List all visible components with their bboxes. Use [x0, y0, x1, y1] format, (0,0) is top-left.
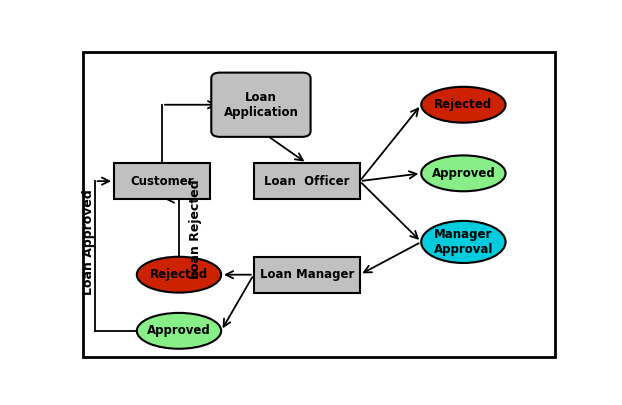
FancyBboxPatch shape	[211, 72, 310, 137]
Ellipse shape	[137, 257, 221, 293]
Text: Customer: Customer	[130, 175, 194, 188]
Text: Rejected: Rejected	[150, 268, 208, 281]
Ellipse shape	[421, 156, 506, 191]
FancyBboxPatch shape	[254, 163, 360, 199]
Text: Loan Rejected: Loan Rejected	[189, 180, 202, 279]
FancyBboxPatch shape	[254, 257, 360, 293]
FancyBboxPatch shape	[114, 163, 210, 199]
Ellipse shape	[421, 87, 506, 123]
Text: Rejected: Rejected	[434, 98, 493, 111]
Text: Loan  Officer: Loan Officer	[264, 175, 350, 188]
Text: Approved: Approved	[147, 324, 211, 337]
Ellipse shape	[137, 313, 221, 349]
Ellipse shape	[421, 221, 506, 263]
Text: Loan Manager: Loan Manager	[259, 268, 354, 281]
Text: Loan Approved: Loan Approved	[82, 189, 95, 295]
Text: Loan
Application: Loan Application	[223, 91, 299, 119]
Text: Manager
Approval: Manager Approval	[434, 228, 493, 256]
Text: Approved: Approved	[432, 167, 495, 180]
